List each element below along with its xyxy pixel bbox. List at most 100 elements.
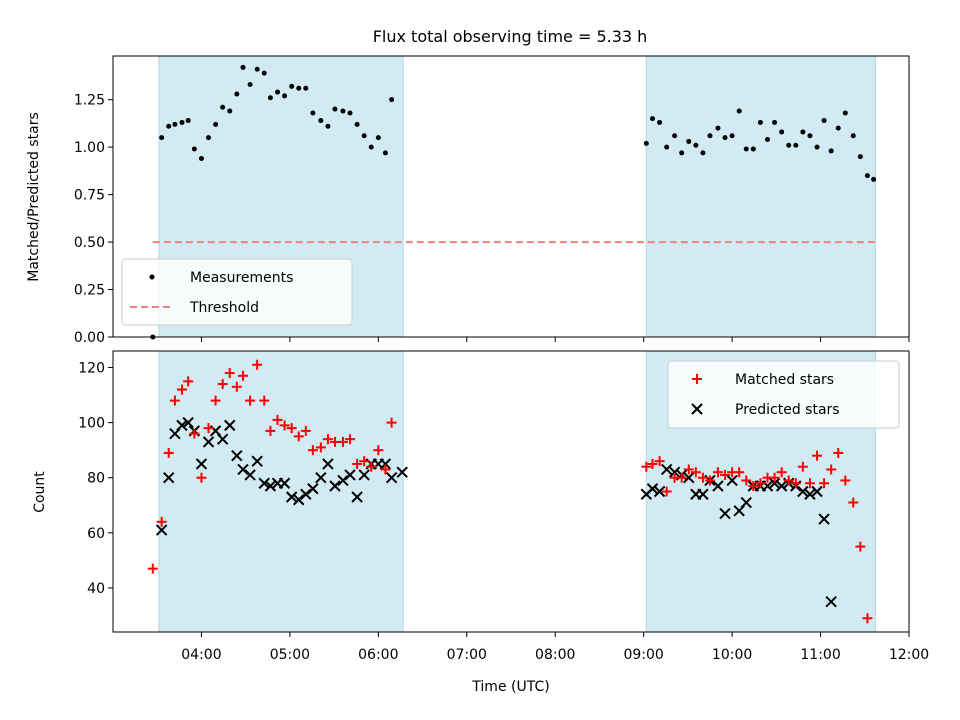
measurement-point <box>700 150 706 156</box>
matched-point <box>210 395 221 406</box>
measurement-point <box>686 138 692 144</box>
measurement-point <box>375 135 381 141</box>
measurement-point <box>240 64 246 70</box>
matched-point <box>217 379 228 390</box>
matched-point <box>862 613 873 624</box>
measurement-point <box>227 108 233 114</box>
measurement-point <box>736 108 742 114</box>
measurement-point <box>275 89 281 95</box>
count-x-tick-label: 10:00 <box>712 647 752 663</box>
matched-point <box>741 475 752 486</box>
matched-point <box>231 381 242 392</box>
legend-threshold-label: Threshold <box>189 300 259 316</box>
measurement-point <box>750 146 756 152</box>
measurement-point <box>340 108 346 114</box>
matched-point <box>272 414 283 425</box>
legend-matched-marker <box>692 374 702 384</box>
predicted-point <box>182 416 194 429</box>
predicted-point <box>811 485 823 498</box>
matched-point <box>286 423 297 434</box>
measurement-point <box>693 142 699 148</box>
measurement-point <box>722 135 728 141</box>
matched-point <box>245 395 256 406</box>
predicted-point <box>797 485 809 498</box>
predicted-point <box>668 466 681 478</box>
matched-point <box>676 472 687 483</box>
measurement-point <box>672 133 678 139</box>
matched-point <box>359 456 370 467</box>
matched-point <box>169 395 180 406</box>
measurement-point <box>715 125 721 131</box>
matched-point <box>826 464 837 475</box>
measurement-point <box>159 135 165 141</box>
predicted-point <box>244 469 256 481</box>
matched-point <box>833 447 844 458</box>
predicted-point <box>775 480 788 492</box>
measurement-point <box>254 66 260 72</box>
measurement-point <box>779 129 785 135</box>
ratio-y-tick-label: 0.00 <box>74 330 105 346</box>
matched-point <box>819 478 830 489</box>
predicted-point <box>396 466 408 478</box>
matched-point <box>252 359 263 370</box>
predicted-point <box>278 477 291 489</box>
measurement-point <box>354 121 360 127</box>
count-y-tick-label: 40 <box>87 581 105 597</box>
predicted-point <box>155 524 168 536</box>
ratio-y-tick-label: 0.50 <box>74 235 105 251</box>
ratio-panel: 0.00 0.25 0.50 0.75 1.00 1.25 Matched/Predict… <box>26 55 910 346</box>
measurement-point <box>220 104 226 110</box>
predicted-point <box>307 483 319 495</box>
matched-point <box>380 464 391 475</box>
count-axes-frame <box>112 350 910 633</box>
predicted-point <box>660 463 673 476</box>
matched-point <box>189 428 200 439</box>
measurement-point <box>657 119 663 125</box>
predicted-point <box>329 480 341 492</box>
measurement-point <box>864 173 870 179</box>
count-observing-band <box>158 350 404 633</box>
matched-point <box>797 461 808 472</box>
measurement-point <box>303 85 309 91</box>
measurement-point <box>282 93 288 99</box>
measurement-point <box>828 148 834 154</box>
predicted-point <box>163 472 175 484</box>
x-axis-label: Time (UTC) <box>471 679 549 695</box>
measurement-point <box>318 118 324 124</box>
measurement-point <box>650 116 656 122</box>
ratio-y-ticks: 0.00 0.25 0.50 0.75 1.00 1.25 <box>74 93 113 346</box>
matched-point <box>705 475 715 486</box>
predicted-point <box>195 458 208 470</box>
matched-point <box>373 445 384 456</box>
predicted-point <box>740 496 752 509</box>
measurement-point <box>729 133 735 139</box>
matched-point <box>366 461 377 472</box>
measurement-point <box>296 85 302 91</box>
predicted-point <box>653 485 666 498</box>
measurement-point <box>289 83 295 89</box>
ratio-y-tick-label: 1.25 <box>74 93 105 109</box>
measurement-point <box>382 150 388 156</box>
ratio-observing-band <box>645 55 876 338</box>
predicted-point <box>646 483 659 495</box>
measurement-point <box>643 140 649 146</box>
predicted-point <box>176 419 188 432</box>
matched-point <box>203 423 214 434</box>
matched-point <box>734 467 745 478</box>
ratio-legend: Measurements Threshold <box>121 258 353 326</box>
measurement-point <box>172 121 178 127</box>
count-panel: 40 60 80 100 120 04:00 05:00 06:00 07:00 08:00 09… <box>32 350 929 695</box>
matched-point <box>804 478 815 489</box>
count-x-tick-label: 07:00 <box>447 647 487 663</box>
measurement-point <box>679 150 685 156</box>
matched-point <box>279 420 290 431</box>
ratio-y-tick-label: 0.75 <box>74 188 105 204</box>
matched-point <box>812 450 823 461</box>
matched-point <box>293 431 304 442</box>
measurement-point <box>325 123 331 129</box>
matched-point <box>337 436 348 447</box>
predicted-point <box>251 455 263 467</box>
predicted-point <box>231 449 243 462</box>
ratio-axes-frame <box>112 55 910 338</box>
